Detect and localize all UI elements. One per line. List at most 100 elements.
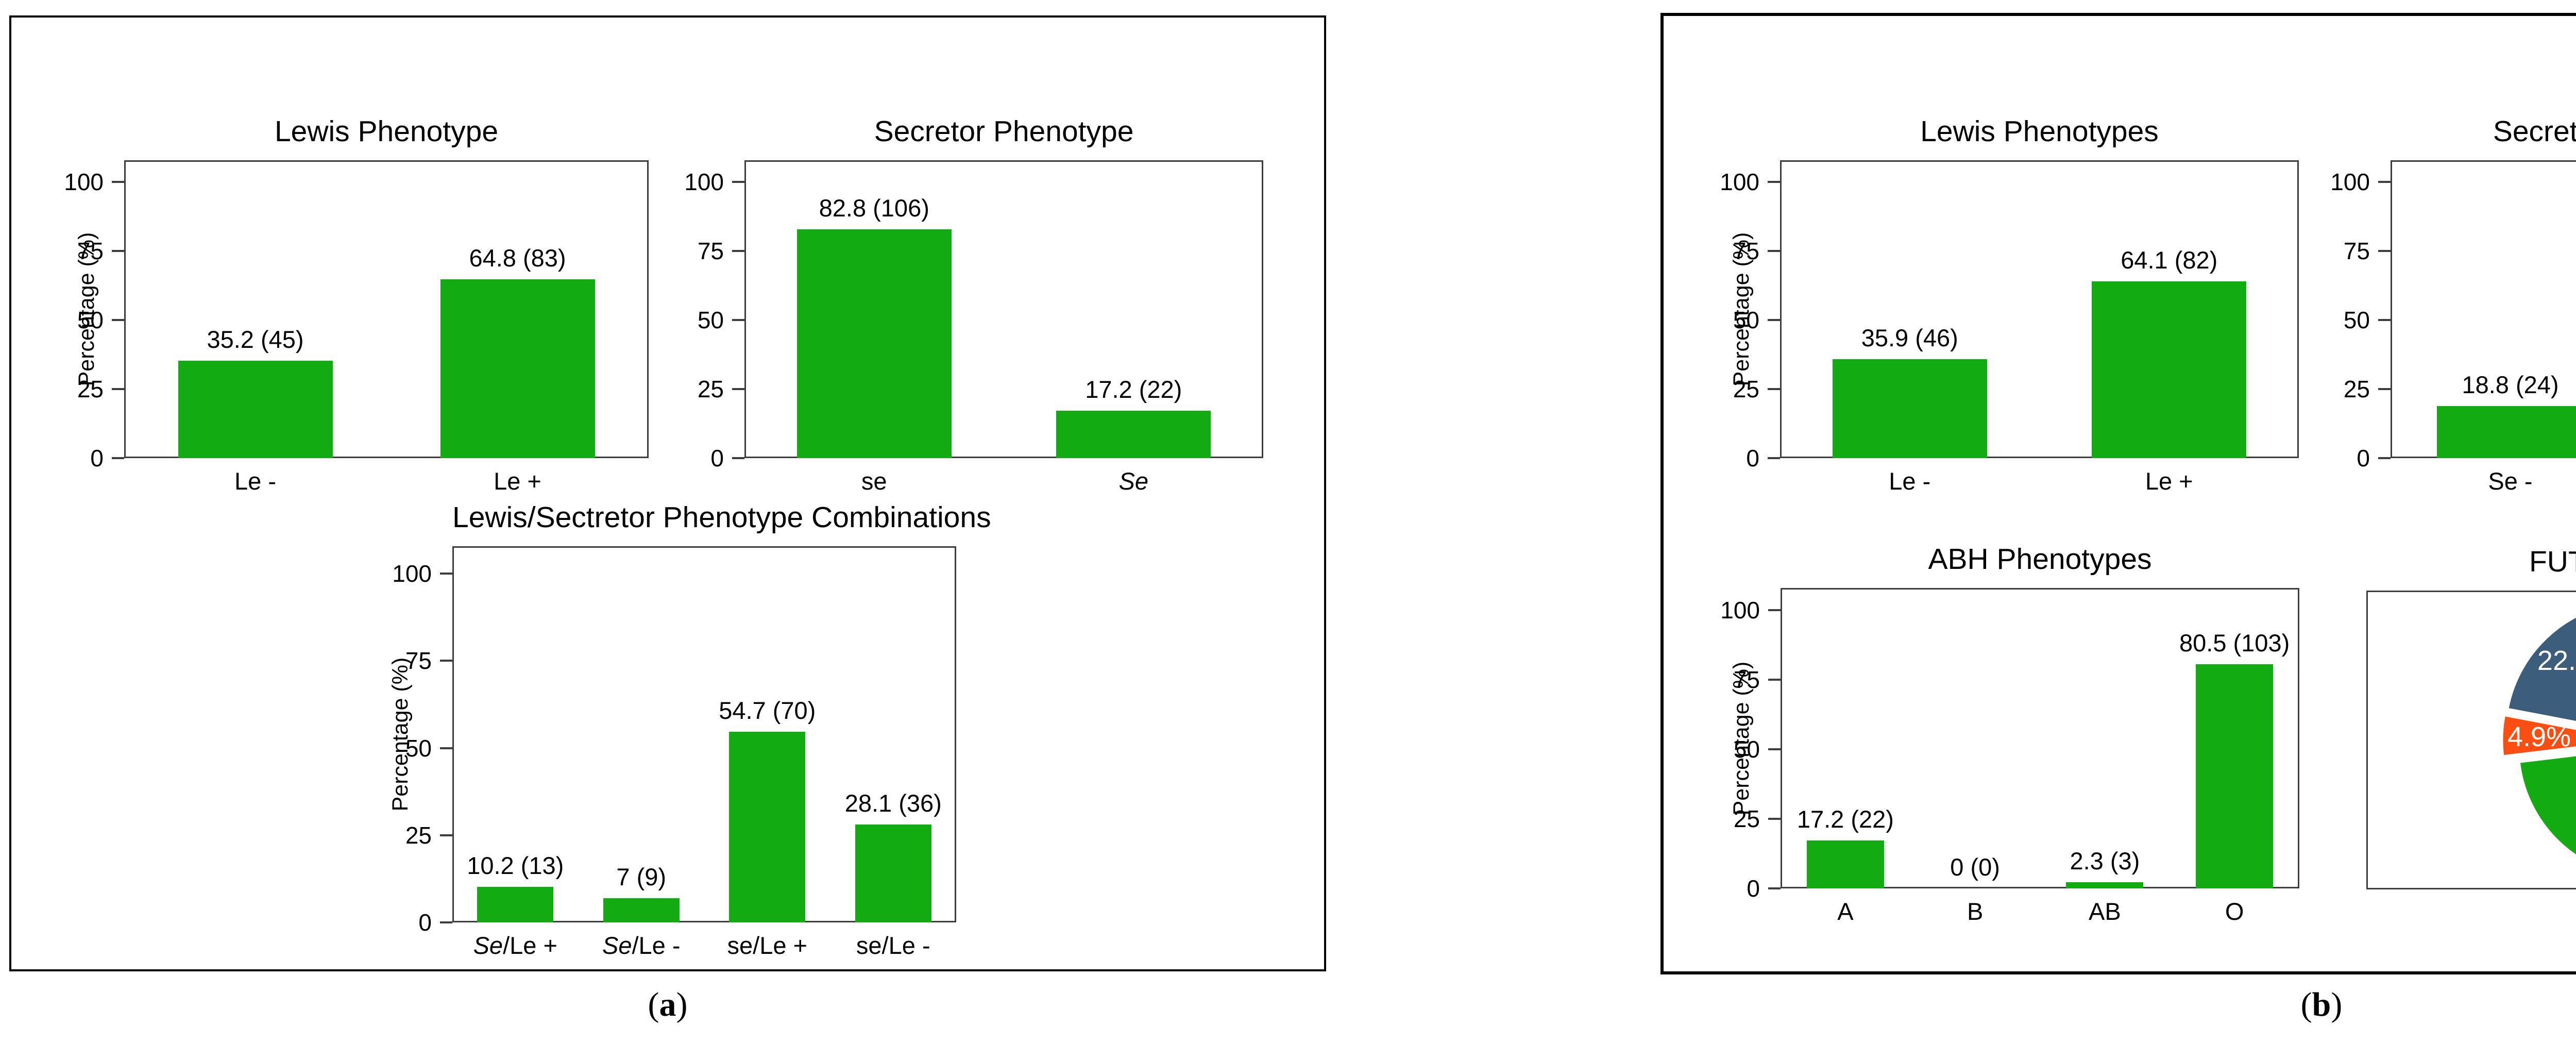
chart-title: Lewis Phenotype bbox=[274, 115, 499, 148]
x-category-label: AB bbox=[1971, 897, 2239, 927]
bar bbox=[477, 887, 554, 922]
bar bbox=[2196, 664, 2274, 888]
y-tick bbox=[440, 834, 452, 836]
bar bbox=[796, 229, 952, 458]
y-tick bbox=[732, 250, 744, 253]
x-category-plain-part: se/Le + bbox=[727, 932, 807, 959]
caption-a-letter: a bbox=[659, 986, 676, 1023]
y-tick bbox=[1768, 250, 1780, 253]
y-tick bbox=[732, 388, 744, 391]
bar bbox=[603, 898, 680, 922]
axes-frame bbox=[744, 160, 1263, 458]
figure-caption-a: (a) bbox=[9, 982, 1326, 1028]
axes-frame bbox=[1781, 588, 2299, 888]
bar-value-label: 82.8 (106) bbox=[819, 194, 929, 222]
y-tick-label: 100 bbox=[1720, 169, 1759, 196]
y-tick-label: 0 bbox=[90, 445, 104, 472]
y-tick bbox=[732, 457, 744, 459]
bar-value-label: 17.2 (22) bbox=[1797, 805, 1894, 833]
x-category-label: Se - bbox=[2377, 466, 2576, 496]
x-category-label: Le + bbox=[2035, 466, 2303, 496]
chart-title: Secretor Phenotype bbox=[874, 115, 1134, 148]
bar-value-label: 0 (0) bbox=[1950, 853, 2000, 881]
y-tick-label: 75 bbox=[2343, 238, 2370, 265]
bar-value-label: 35.2 (45) bbox=[207, 326, 304, 353]
panel-b-border bbox=[1660, 13, 2576, 974]
axes-frame bbox=[124, 160, 649, 458]
bar-value-label: 80.5 (103) bbox=[2179, 629, 2290, 657]
bar-value-label: 10.2 (13) bbox=[467, 852, 564, 879]
y-tick-label: 50 bbox=[1733, 307, 1759, 334]
y-tick-label: 0 bbox=[710, 445, 724, 472]
y-tick bbox=[1768, 887, 1781, 889]
y-tick bbox=[732, 319, 744, 322]
y-tick-label: 25 bbox=[1733, 805, 1760, 832]
y-tick-label: 100 bbox=[1720, 596, 1760, 624]
panel-a-border bbox=[9, 15, 1326, 971]
y-tick-label: 25 bbox=[1733, 376, 1759, 403]
chart-title: Secretor Phenotypes bbox=[2493, 115, 2576, 148]
caption-b-paren-open: ( bbox=[2300, 986, 2312, 1023]
x-category-plain-part: A bbox=[1837, 898, 1854, 925]
axes-frame bbox=[452, 546, 956, 922]
x-category-plain-part: /Le - bbox=[632, 932, 681, 959]
y-tick bbox=[2378, 319, 2391, 322]
bar bbox=[855, 825, 931, 922]
x-category-label: Le - bbox=[1776, 466, 2044, 496]
x-category-plain-part: /Le + bbox=[503, 932, 557, 959]
y-tick-label: 100 bbox=[2330, 169, 2370, 196]
y-tick bbox=[732, 181, 744, 183]
y-tick-label: 100 bbox=[684, 169, 724, 196]
pie-frame bbox=[2366, 591, 2576, 889]
x-category-label: Le + bbox=[384, 466, 652, 496]
y-tick-label: 50 bbox=[77, 307, 104, 334]
chart-title: ABH Phenotypes bbox=[1928, 543, 2152, 576]
y-tick bbox=[2378, 181, 2391, 183]
y-tick bbox=[2378, 388, 2391, 391]
figure-caption-b: (b) bbox=[1660, 982, 2576, 1028]
y-tick bbox=[112, 457, 124, 459]
y-tick bbox=[1768, 678, 1781, 681]
bar-value-label: 17.2 (22) bbox=[1085, 376, 1182, 403]
x-category-plain-part: Le - bbox=[1889, 467, 1931, 495]
x-category-plain-part: se/Le - bbox=[856, 932, 930, 959]
x-category-plain-part: se bbox=[861, 467, 887, 495]
y-tick bbox=[112, 388, 124, 391]
y-tick bbox=[440, 660, 452, 662]
pie-slice-aa bbox=[2507, 616, 2576, 723]
chart-title: Lewis Phenotypes bbox=[1920, 115, 2159, 148]
bar-value-label: 54.7 (70) bbox=[719, 697, 816, 724]
y-tick-label: 25 bbox=[405, 821, 432, 849]
bar-value-label: 35.9 (46) bbox=[1861, 324, 1958, 351]
y-tick-label: 50 bbox=[697, 307, 724, 334]
x-category-label: O bbox=[2100, 897, 2368, 927]
x-category-label: A bbox=[1711, 897, 1979, 927]
bar-value-label: 2.3 (3) bbox=[2070, 847, 2140, 874]
y-tick bbox=[112, 250, 124, 253]
x-category-label: B bbox=[1841, 897, 2109, 927]
y-tick bbox=[112, 181, 124, 183]
bar-value-label: 64.8 (83) bbox=[469, 244, 566, 272]
y-tick-label: 25 bbox=[2343, 376, 2370, 403]
axes-frame bbox=[1780, 160, 2299, 458]
bar bbox=[2092, 281, 2247, 458]
x-category-italic-part: Se bbox=[602, 932, 632, 959]
y-tick bbox=[440, 921, 452, 923]
pie-percent-label: 22.0% bbox=[2537, 645, 2576, 676]
pie-percent-label: 4.9% bbox=[2507, 721, 2571, 753]
x-category-plain-part: AB bbox=[2089, 898, 2121, 925]
bar bbox=[440, 279, 595, 458]
y-tick-label: 0 bbox=[1746, 445, 1759, 472]
x-category-italic-part: Se bbox=[1118, 467, 1149, 495]
y-tick-label: 100 bbox=[392, 560, 432, 587]
y-tick bbox=[112, 319, 124, 322]
y-tick bbox=[2378, 250, 2391, 253]
pie-chart bbox=[2501, 616, 2576, 856]
y-tick-label: 75 bbox=[405, 647, 432, 675]
y-tick-label: 0 bbox=[1747, 875, 1760, 902]
x-category-label: Se bbox=[999, 466, 1267, 496]
x-category-plain-part: Le + bbox=[494, 467, 541, 495]
y-tick-label: 50 bbox=[1733, 735, 1760, 763]
x-category-plain-part: Se - bbox=[2488, 467, 2533, 495]
x-category-plain-part: Le + bbox=[2145, 467, 2193, 495]
